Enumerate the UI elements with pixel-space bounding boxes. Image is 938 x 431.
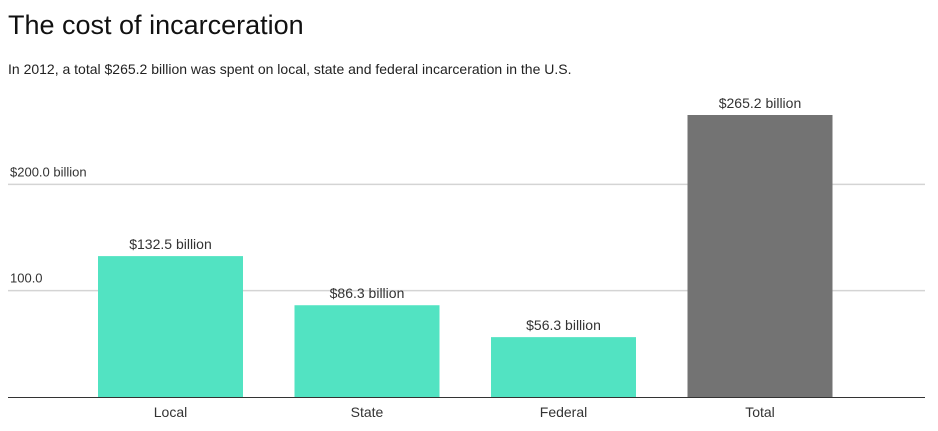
data-label-state: $86.3 billion <box>330 285 405 301</box>
data-label-local: $132.5 billion <box>129 236 212 252</box>
bars <box>98 115 833 397</box>
x-tick-label-total: Total <box>745 404 775 420</box>
data-label-total: $265.2 billion <box>719 95 802 111</box>
bar-total <box>687 115 833 397</box>
bar-federal <box>491 337 636 397</box>
y-tick-label-0: 100.0 <box>10 271 43 286</box>
data-labels: $132.5 billion $86.3 billion $56.3 billion… <box>129 95 801 333</box>
x-tick-labels: Local State Federal Total <box>154 404 775 420</box>
y-tick-label-1: $200.0 billion <box>10 164 87 179</box>
data-label-federal: $56.3 billion <box>526 317 601 333</box>
bar-local <box>98 256 243 397</box>
chart-title: The cost of incarceration <box>8 10 304 40</box>
x-tick-label-federal: Federal <box>540 404 587 420</box>
chart-subtitle: In 2012, a total $265.2 billion was spen… <box>8 61 572 77</box>
bar-state <box>294 305 440 397</box>
x-tick-label-local: Local <box>154 404 187 420</box>
x-tick-label-state: State <box>351 404 384 420</box>
